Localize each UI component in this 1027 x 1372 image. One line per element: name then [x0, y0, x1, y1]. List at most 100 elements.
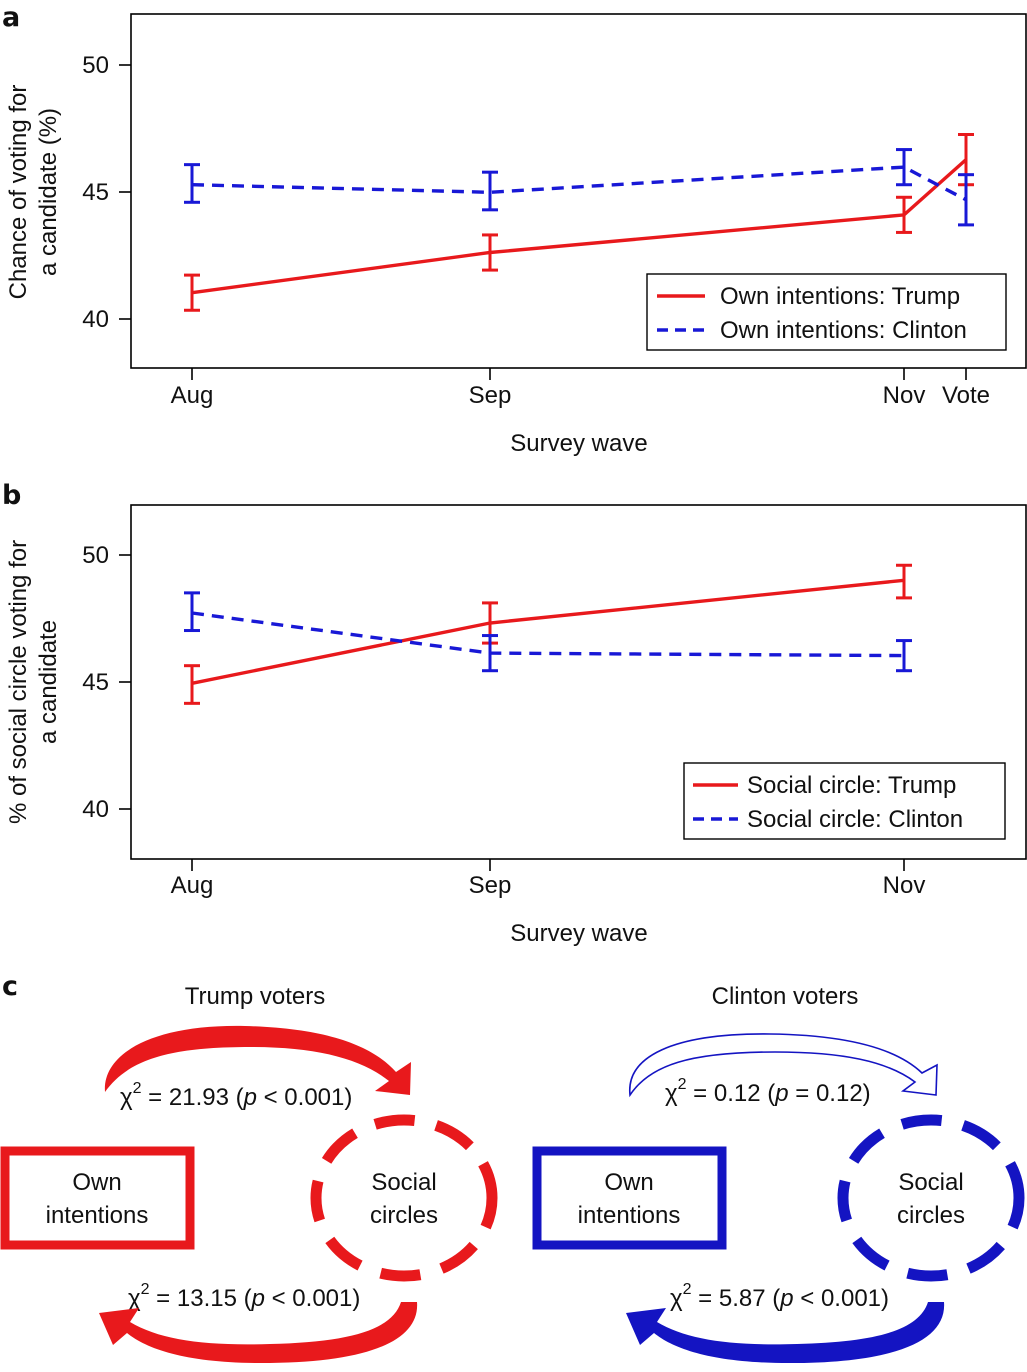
- panel-a-label: a: [2, 2, 20, 33]
- panel-b-ylabel-line-2: a candidate: [35, 620, 62, 744]
- panel-c-label: c: [2, 971, 18, 1002]
- panel-a-series-line-trump: [191, 158, 968, 295]
- panel-a: a 50 45 40 Aug Sep Nov Vote Survey wave …: [2, 2, 1027, 457]
- panel-b-series-line-clinton: [191, 611, 905, 658]
- panel-a-y-axis: 50 45 40: [82, 52, 131, 333]
- panel-b-ylabel-line-1: % of social circle voting for: [5, 540, 32, 824]
- panel-b-series-line-trump: [191, 578, 905, 685]
- panel-b-ytick-label: 40: [82, 796, 109, 823]
- panel-b-ytick-label: 45: [82, 669, 109, 696]
- trump-voters-title: Trump voters: [185, 983, 325, 1010]
- panel-a-error-bar-trump: [896, 195, 912, 234]
- stat-value: = 13.15 (: [150, 1285, 252, 1312]
- panel-a-series-line-clinton: [191, 165, 967, 202]
- panel-a-error-bar-clinton: [896, 148, 912, 187]
- stat-value: = 0.12 (: [687, 1080, 776, 1107]
- panel-a-xtick-label: Nov: [883, 382, 926, 409]
- clinton-voters-diagram: Clinton voters χ2 = 0.12 (p = 0.12) Own …: [532, 983, 1025, 1364]
- clinton-social-label-line-1: Social: [898, 1169, 963, 1196]
- clinton-top-stat: χ2 = 0.12 (p = 0.12): [665, 1076, 871, 1107]
- panel-b-data-marks: [184, 563, 912, 705]
- clinton-own-label-line-2: intentions: [578, 1202, 681, 1229]
- panel-b-error-bar-clinton: [482, 634, 498, 673]
- chi-symbol: χ: [670, 1285, 683, 1312]
- chi-superscript: 2: [678, 1076, 687, 1093]
- panel-c: c Trump voters χ2 = 21.93 (p < 0.001) Ow…: [0, 971, 1025, 1364]
- panel-b-label: b: [2, 480, 21, 511]
- panel-b-legend: Social circle: Trump Social circle: Clin…: [683, 762, 1006, 840]
- panel-a-legend-box: [646, 273, 1007, 351]
- trump-own-intentions-box: [0, 1146, 195, 1250]
- panel-b-ytick-label: 50: [82, 542, 109, 569]
- legend-label-trump: Social circle: Trump: [747, 772, 956, 799]
- panel-a-error-bar-trump: [482, 233, 498, 272]
- legend-label-clinton: Own intentions: Clinton: [720, 317, 967, 344]
- panel-a-ytick-label: 50: [82, 52, 109, 79]
- panel-b-xtick-label: Aug: [171, 872, 214, 899]
- panel-b-x-axis: Aug Sep Nov Survey wave: [171, 859, 926, 947]
- chi-symbol: χ: [120, 1084, 133, 1111]
- chi-symbol: χ: [665, 1080, 678, 1107]
- panel-a-xtick-label: Sep: [469, 382, 512, 409]
- panel-b-error-bar-clinton: [184, 591, 200, 633]
- chi-superscript: 2: [133, 1080, 142, 1097]
- panel-a-ytick-label: 45: [82, 179, 109, 206]
- panel-a-xtick-label: Vote: [942, 382, 990, 409]
- panel-b-error-bar-trump: [896, 563, 912, 600]
- clinton-bottom-stat: χ2 = 5.87 (p < 0.001): [670, 1281, 889, 1312]
- clinton-own-label-line-1: Own: [604, 1169, 653, 1196]
- panel-a-error-bar-clinton: [958, 173, 974, 227]
- panel-a-error-bar-trump: [184, 273, 200, 312]
- legend-label-trump: Own intentions: Trump: [720, 283, 960, 310]
- panel-b-xtick-label: Sep: [469, 872, 512, 899]
- stat-value: = 5.87 (: [692, 1285, 781, 1312]
- panel-a-data-marks: [184, 133, 974, 312]
- panel-a-ylabel-line-1: Chance of voting for: [5, 85, 32, 300]
- p-value: < 0.001): [265, 1285, 360, 1312]
- panel-b-y-axis-title: % of social circle voting for a candidat…: [5, 540, 62, 824]
- panel-a-xtick-label: Aug: [171, 382, 214, 409]
- panel-b: b 50 45 40 Aug Sep Nov Survey wave % of …: [2, 480, 1027, 947]
- clinton-top-arrow-outline: [629, 1033, 938, 1098]
- trump-social-label-line-2: circles: [370, 1202, 438, 1229]
- panel-a-error-bar-clinton: [482, 170, 498, 212]
- clinton-social-label-line-2: circles: [897, 1202, 965, 1229]
- legend-label-clinton: Social circle: Clinton: [747, 806, 963, 833]
- panel-b-legend-box: [683, 762, 1006, 840]
- p-symbol: p: [251, 1285, 265, 1312]
- p-value: = 0.12): [789, 1080, 871, 1107]
- clinton-own-intentions-box: [532, 1146, 727, 1250]
- trump-own-label-line-2: intentions: [46, 1202, 149, 1229]
- panel-a-ylabel-line-2: a candidate (%): [35, 108, 62, 276]
- trump-top-arrow: [104, 1025, 411, 1095]
- clinton-voters-title: Clinton voters: [712, 983, 859, 1010]
- panel-a-x-axis-title: Survey wave: [510, 430, 647, 457]
- trump-social-circles-dashed-circle: [310, 1114, 498, 1282]
- panel-a-plot-frame: [130, 13, 1027, 369]
- panel-a-x-axis: Aug Sep Nov Vote Survey wave: [171, 368, 990, 457]
- trump-social-label-line-1: Social: [371, 1169, 436, 1196]
- panel-b-error-bar-trump: [184, 664, 200, 705]
- chi-superscript: 2: [683, 1281, 692, 1298]
- panel-b-error-bar-clinton: [896, 639, 912, 673]
- trump-bottom-stat: χ2 = 13.15 (p < 0.001): [128, 1281, 360, 1312]
- trump-bottom-arrow: [99, 1302, 418, 1364]
- panel-a-legend: Own intentions: Trump Own intentions: Cl…: [646, 273, 1007, 351]
- panel-b-y-axis: 50 45 40: [82, 542, 131, 823]
- stat-value: = 21.93 (: [142, 1084, 244, 1111]
- panel-b-x-axis-title: Survey wave: [510, 920, 647, 947]
- trump-own-label-line-1: Own: [72, 1169, 121, 1196]
- panel-a-ytick-label: 40: [82, 306, 109, 333]
- trump-voters-diagram: Trump voters χ2 = 21.93 (p < 0.001) Own …: [0, 983, 498, 1364]
- p-value: < 0.001): [257, 1084, 352, 1111]
- panel-b-xtick-label: Nov: [883, 872, 926, 899]
- chi-symbol: χ: [128, 1285, 141, 1312]
- clinton-social-circles-dashed-circle: [837, 1114, 1025, 1282]
- panel-a-error-bar-clinton: [184, 163, 200, 204]
- chi-superscript: 2: [141, 1281, 150, 1298]
- p-value: < 0.001): [794, 1285, 889, 1312]
- p-symbol: p: [779, 1285, 793, 1312]
- p-symbol: p: [774, 1080, 788, 1107]
- p-symbol: p: [243, 1084, 257, 1111]
- clinton-bottom-arrow: [626, 1302, 945, 1364]
